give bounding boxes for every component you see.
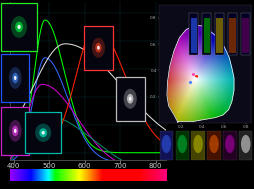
Bar — [203, 18, 210, 53]
Bar — [192, 131, 205, 160]
Ellipse shape — [225, 135, 235, 153]
Ellipse shape — [241, 135, 250, 153]
Ellipse shape — [209, 135, 219, 153]
Ellipse shape — [178, 135, 187, 153]
Bar — [223, 131, 236, 160]
Bar — [215, 13, 224, 54]
Bar — [242, 18, 249, 53]
Bar — [176, 131, 189, 160]
Bar — [241, 13, 250, 54]
Bar — [228, 13, 237, 54]
Ellipse shape — [162, 135, 171, 153]
Bar — [207, 131, 221, 160]
Bar — [229, 18, 236, 53]
Bar — [189, 13, 198, 54]
Bar — [202, 13, 211, 54]
Bar — [160, 131, 173, 160]
Ellipse shape — [193, 135, 203, 153]
Bar — [239, 131, 252, 160]
Bar — [190, 18, 197, 53]
Bar — [216, 18, 223, 53]
